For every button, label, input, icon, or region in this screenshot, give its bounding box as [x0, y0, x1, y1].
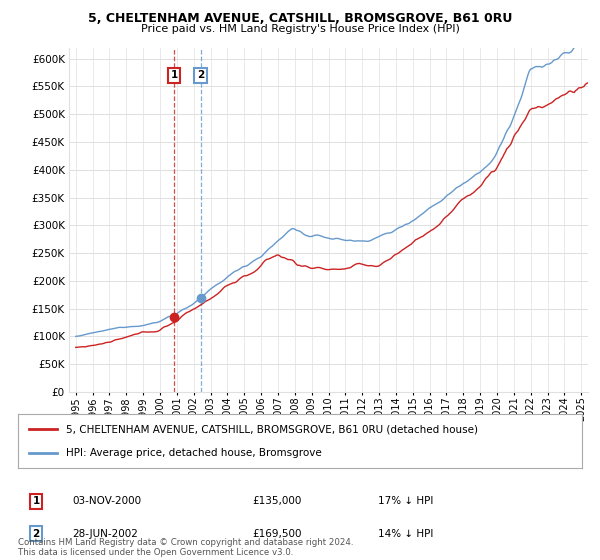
Text: 28-JUN-2002: 28-JUN-2002 — [72, 529, 138, 539]
Text: 17% ↓ HPI: 17% ↓ HPI — [378, 496, 433, 506]
Text: 5, CHELTENHAM AVENUE, CATSHILL, BROMSGROVE, B61 0RU: 5, CHELTENHAM AVENUE, CATSHILL, BROMSGRO… — [88, 12, 512, 25]
Text: Price paid vs. HM Land Registry's House Price Index (HPI): Price paid vs. HM Land Registry's House … — [140, 24, 460, 34]
Text: 03-NOV-2000: 03-NOV-2000 — [72, 496, 141, 506]
Text: HPI: Average price, detached house, Bromsgrove: HPI: Average price, detached house, Brom… — [66, 447, 322, 458]
Text: Contains HM Land Registry data © Crown copyright and database right 2024.
This d: Contains HM Land Registry data © Crown c… — [18, 538, 353, 557]
Text: £169,500: £169,500 — [252, 529, 302, 539]
Text: 1: 1 — [32, 496, 40, 506]
Text: 1: 1 — [170, 71, 178, 81]
Text: 2: 2 — [197, 71, 205, 81]
Text: £135,000: £135,000 — [252, 496, 301, 506]
Text: 14% ↓ HPI: 14% ↓ HPI — [378, 529, 433, 539]
Text: 2: 2 — [32, 529, 40, 539]
Text: 5, CHELTENHAM AVENUE, CATSHILL, BROMSGROVE, B61 0RU (detached house): 5, CHELTENHAM AVENUE, CATSHILL, BROMSGRO… — [66, 424, 478, 435]
